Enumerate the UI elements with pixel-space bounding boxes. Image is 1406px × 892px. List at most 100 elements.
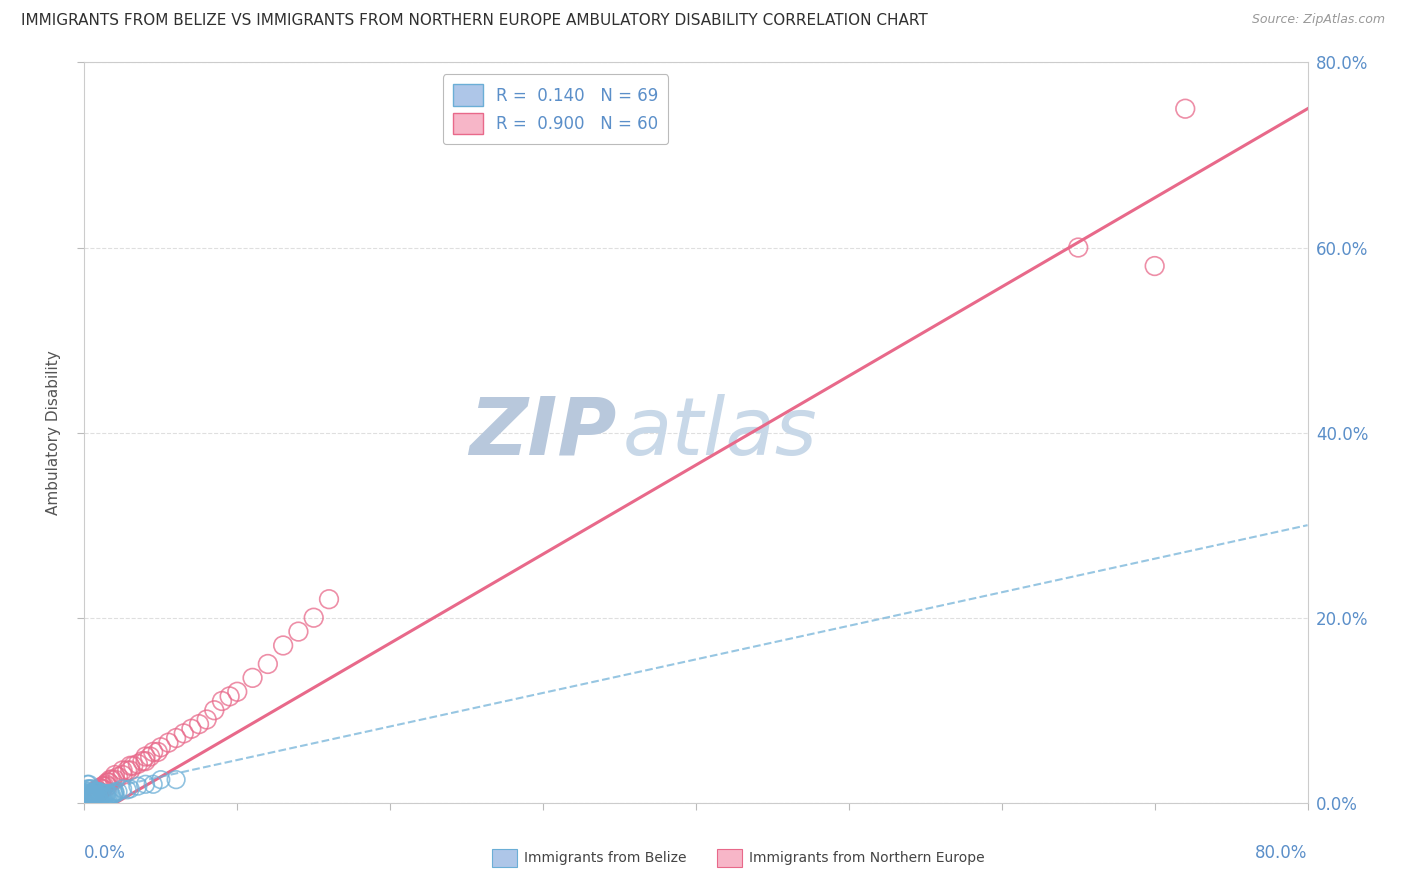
- Point: [157, 736, 180, 750]
- Point: [86, 782, 108, 797]
- Point: [84, 785, 107, 799]
- Point: [84, 785, 107, 799]
- Point: [80, 790, 103, 805]
- Point: [226, 685, 249, 699]
- Point: [97, 789, 120, 803]
- Text: ZIP: ZIP: [470, 393, 616, 472]
- Point: [104, 787, 127, 801]
- Point: [101, 772, 124, 787]
- Text: IMMIGRANTS FROM BELIZE VS IMMIGRANTS FROM NORTHERN EUROPE AMBULATORY DISABILITY : IMMIGRANTS FROM BELIZE VS IMMIGRANTS FRO…: [21, 13, 928, 29]
- Point: [135, 749, 157, 764]
- Point: [90, 790, 112, 805]
- Point: [120, 781, 142, 796]
- Point: [202, 703, 225, 717]
- Point: [77, 792, 100, 806]
- Point: [120, 764, 142, 778]
- Point: [149, 772, 172, 787]
- Text: atlas: atlas: [623, 393, 817, 472]
- Point: [101, 789, 124, 803]
- Point: [79, 787, 101, 801]
- Text: 80.0%: 80.0%: [1256, 844, 1308, 862]
- Point: [211, 694, 233, 708]
- Point: [89, 780, 111, 795]
- Point: [77, 790, 100, 805]
- Point: [77, 787, 100, 801]
- Point: [76, 781, 98, 796]
- Point: [97, 775, 120, 789]
- Point: [76, 785, 98, 799]
- Point: [318, 592, 340, 607]
- Point: [93, 790, 115, 805]
- Point: [103, 787, 125, 801]
- Text: Source: ZipAtlas.com: Source: ZipAtlas.com: [1251, 13, 1385, 27]
- Point: [86, 787, 108, 801]
- Point: [80, 790, 103, 805]
- Legend: R =  0.140   N = 69, R =  0.900   N = 60: R = 0.140 N = 69, R = 0.900 N = 60: [443, 74, 668, 144]
- Point: [83, 785, 105, 799]
- Point: [142, 745, 165, 759]
- Point: [77, 777, 100, 791]
- Point: [84, 789, 107, 803]
- Point: [96, 775, 118, 789]
- Point: [79, 781, 101, 796]
- Point: [77, 785, 100, 799]
- Y-axis label: Ambulatory Disability: Ambulatory Disability: [46, 351, 62, 515]
- Point: [302, 610, 325, 624]
- Point: [188, 717, 211, 731]
- Point: [131, 754, 153, 768]
- Point: [90, 787, 112, 801]
- Point: [104, 772, 127, 787]
- Point: [149, 740, 172, 755]
- Point: [76, 787, 98, 801]
- Point: [146, 745, 169, 759]
- Point: [111, 781, 134, 796]
- Point: [84, 789, 107, 803]
- Point: [127, 756, 149, 771]
- Point: [77, 789, 100, 803]
- Point: [80, 787, 103, 801]
- Point: [242, 671, 264, 685]
- Point: [76, 792, 98, 806]
- Point: [87, 785, 110, 799]
- Point: [127, 779, 149, 793]
- Point: [86, 789, 108, 803]
- Point: [135, 777, 157, 791]
- Point: [76, 794, 98, 808]
- Point: [77, 781, 100, 796]
- Point: [87, 789, 110, 803]
- Point: [93, 787, 115, 801]
- Point: [98, 789, 121, 803]
- Point: [96, 787, 118, 801]
- Point: [75, 787, 97, 801]
- Point: [83, 789, 105, 804]
- Point: [80, 781, 103, 796]
- Point: [89, 792, 111, 806]
- Point: [79, 790, 101, 805]
- Point: [135, 754, 157, 768]
- Point: [96, 790, 118, 805]
- Point: [107, 770, 129, 784]
- Point: [104, 768, 127, 782]
- Point: [86, 785, 108, 799]
- Point: [83, 790, 105, 805]
- Point: [91, 787, 114, 801]
- Point: [1174, 102, 1197, 116]
- Point: [89, 789, 111, 803]
- Point: [76, 790, 98, 805]
- Point: [94, 790, 117, 805]
- Point: [257, 657, 280, 671]
- Point: [89, 785, 111, 799]
- Point: [271, 639, 294, 653]
- Point: [77, 792, 100, 806]
- Point: [91, 779, 114, 793]
- Point: [90, 781, 112, 796]
- Point: [122, 758, 145, 772]
- Point: [111, 768, 134, 782]
- Point: [107, 785, 129, 799]
- Point: [93, 779, 115, 793]
- Point: [104, 785, 127, 799]
- Point: [91, 790, 114, 805]
- Point: [89, 785, 111, 799]
- Point: [115, 782, 138, 797]
- Point: [84, 792, 107, 806]
